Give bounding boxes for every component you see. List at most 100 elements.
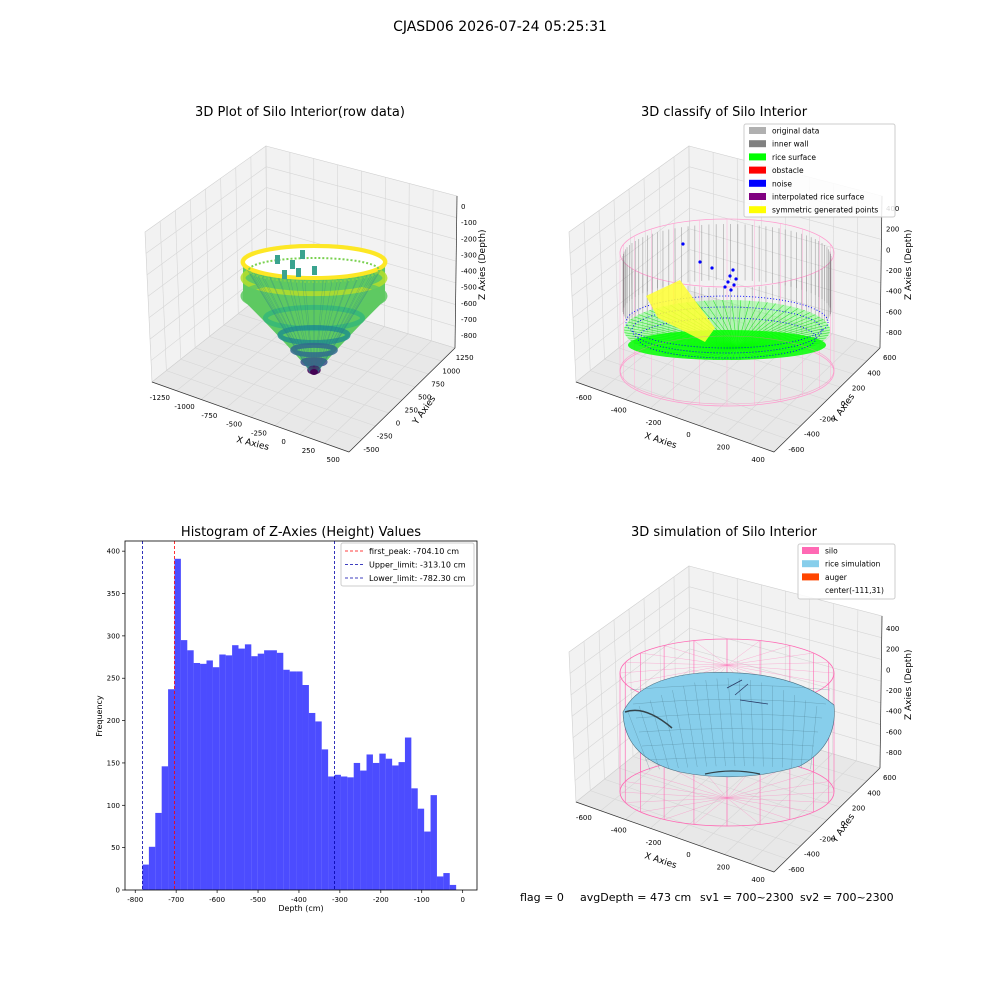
left-grid-line	[159, 221, 167, 371]
legend-label: obstacle	[772, 166, 804, 175]
histogram-bar	[392, 765, 399, 890]
histogram-bar	[424, 831, 431, 890]
rice-mesh-line	[705, 680, 717, 767]
rice-mesh-line	[672, 690, 688, 768]
histogram-bar	[302, 685, 309, 890]
silo-floor-spoke	[726, 771, 814, 799]
noise-point	[732, 283, 736, 287]
legend-swatch	[749, 166, 766, 174]
y-tick-label: 100	[107, 802, 120, 810]
tick-label: 600	[883, 774, 896, 782]
histogram-bar	[385, 758, 393, 890]
y-tick-label: 0	[116, 887, 120, 895]
tick-label: -300	[461, 251, 477, 259]
rice-mesh-line	[694, 682, 707, 767]
histogram-bar	[404, 737, 412, 890]
legend-label: Lower_limit: -782.30 cm	[369, 574, 466, 583]
rice-mesh-line	[641, 742, 815, 747]
classify-legend: original data inner wall rice surface obsta…	[743, 123, 896, 218]
status-flag: flag = 0	[520, 891, 564, 904]
rice-mesh-line	[738, 678, 745, 767]
silo-floor-spoke	[726, 797, 790, 820]
tick-label: 600	[883, 354, 896, 362]
rice-surface-core	[628, 330, 826, 360]
z-axis-line	[879, 195, 883, 349]
back-grid-line	[431, 189, 434, 341]
tick-label: -200	[646, 419, 662, 427]
legend-swatch	[749, 206, 766, 214]
classify-panel-title: 3D classify of Silo Interior	[641, 105, 808, 120]
tick-label: 0	[461, 203, 465, 211]
rice-mesh-line	[635, 713, 823, 719]
raw-x-ticks: -1250 -1000 -750 -500 -250 0 250 500	[150, 394, 340, 464]
rice-mesh-line	[650, 700, 670, 769]
left-grid-line	[174, 210, 182, 360]
wall-grid-line	[573, 249, 881, 340]
legend-swatch	[802, 547, 819, 554]
rice-mesh-line	[761, 682, 764, 767]
silo-floor-spoke	[726, 797, 814, 813]
simulation-z-ticks: 400 200 0 -200 -400 -600 -800	[886, 625, 902, 757]
x-tick-label: -100	[414, 896, 430, 904]
back-grid-line	[712, 152, 715, 299]
legend-swatch	[749, 153, 766, 161]
legend-label: auger	[825, 573, 848, 582]
tick-label: -200	[886, 687, 902, 695]
tick-label: -400	[804, 851, 820, 859]
status-avg-depth: avgDepth = 473 cm	[580, 891, 691, 904]
funnel-inner-rim	[248, 257, 380, 283]
legend-label: Upper_limit: -313.10 cm	[369, 561, 466, 570]
back-grid-line	[384, 177, 386, 327]
classify-x-ticks: -600 -400 -200 0 200 400	[576, 394, 765, 464]
status-sv2: sv2 = 700~2300	[800, 891, 894, 904]
histogram-bar	[244, 644, 252, 890]
simulation-panel: 3D simulation of Silo Interior -600-400-…	[520, 525, 914, 904]
tick-label: -600	[461, 300, 477, 308]
legend-label: symmetric generated points	[772, 206, 878, 215]
tick-label: -600	[576, 814, 592, 822]
funnel-meridian	[315, 276, 339, 374]
tick-label: 200	[852, 805, 865, 813]
histogram-panel: Histogram of Z-Axies (Height) Values -80…	[95, 525, 478, 913]
tick-label: -500	[363, 446, 379, 454]
funnel-data-patch	[290, 260, 295, 269]
noise-point	[729, 288, 733, 292]
silo-floor-spoke	[726, 791, 835, 799]
noise-point	[681, 242, 685, 246]
tick-label: -400	[611, 827, 627, 835]
tick-label: -400	[461, 268, 477, 276]
tick-label: -800	[886, 749, 902, 757]
tick-label: -1000	[174, 403, 194, 411]
histogram-bar	[206, 660, 213, 890]
legend-label: interpolated rice surface	[772, 193, 865, 202]
histogram-bar	[174, 558, 181, 890]
histogram-bar	[353, 762, 361, 890]
histogram-x-axis-label: Depth (cm)	[278, 904, 323, 913]
tick-label: -400	[886, 708, 902, 716]
wall-grid-line	[147, 207, 457, 297]
y-axis-line	[773, 347, 881, 453]
classify-z-axis-label: Z Axies (Depth)	[904, 229, 914, 300]
simulation-legend: silo rice simulation auger center(-111,31)	[797, 543, 896, 600]
simulation-y-axis-label: Y Axies	[830, 812, 858, 845]
histogram-bar	[276, 652, 284, 890]
rice-simulation-surface	[622, 672, 835, 778]
histogram-legend: first_peak: -704.10 cm Upper_limit: -313.…	[340, 542, 475, 587]
legend-label: inner wall	[772, 140, 809, 149]
back-grid-line	[832, 603, 835, 754]
silo-roof-spoke	[693, 640, 728, 666]
histogram-bar	[417, 808, 425, 890]
histogram-plot-frame	[124, 540, 478, 891]
rice-mesh-line	[750, 680, 755, 767]
wall-grid-line	[570, 187, 882, 276]
silo-floor-spoke	[726, 797, 829, 803]
histogram-bar	[219, 654, 226, 890]
histogram-bar	[411, 788, 418, 890]
tick-label: -700	[461, 316, 477, 324]
funnel-meridian	[301, 277, 314, 374]
histogram-bar	[398, 762, 405, 890]
y-axis-line	[348, 347, 456, 453]
legend-label: silo	[825, 547, 838, 556]
left-grid-line	[205, 188, 210, 337]
tick-label: 400	[886, 625, 899, 633]
